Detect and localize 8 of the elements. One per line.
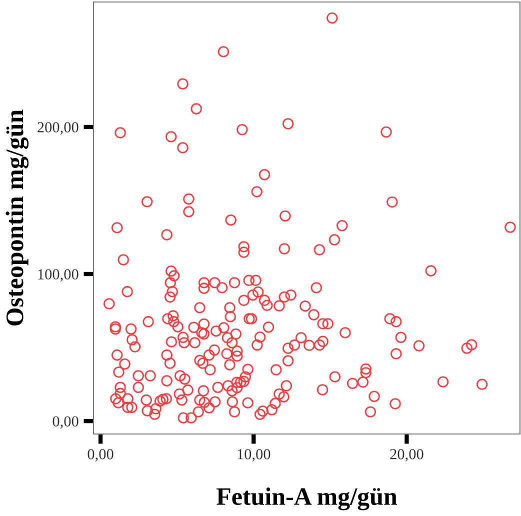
x-tick-label: 10,00: [238, 449, 270, 462]
y-tick-label: 0,00: [52, 416, 78, 429]
x-tick-label: 0,00: [88, 449, 114, 462]
y-tick-label: 200,00: [38, 122, 78, 135]
y-tick-label: 100,00: [38, 269, 78, 282]
x-axis-title: Fetuin-A mg/gün: [216, 487, 398, 510]
x-tick-label: 20,00: [390, 449, 424, 462]
y-axis-title: Osteopontin mg/gün: [6, 110, 29, 326]
